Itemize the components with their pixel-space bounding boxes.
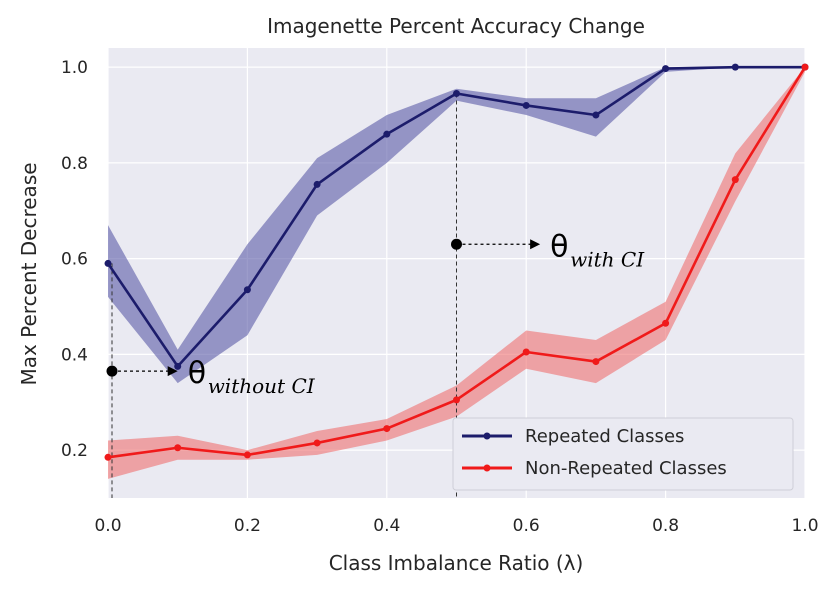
x-axis-ticks: 0.0 0.2 0.4 0.6 0.8 1.0: [94, 516, 818, 536]
chart-title: Imagenette Percent Accuracy Change: [267, 14, 645, 38]
arrow-head-with-ci: [530, 239, 541, 250]
y-axis-ticks: 0.2 0.4 0.6 0.8 1.0: [61, 58, 88, 461]
data-point-non-repeated: [453, 396, 460, 404]
y-tick-label: 0.2: [61, 441, 88, 461]
data-point-non-repeated: [801, 63, 809, 71]
x-axis-label: Class Imbalance Ratio (λ): [329, 551, 584, 575]
legend-marker-non-repeated: [483, 464, 491, 472]
data-point-non-repeated: [174, 444, 182, 452]
y-tick-label: 0.8: [61, 154, 88, 174]
data-point-repeated: [453, 89, 460, 97]
legend-label-non-repeated: Non-Repeated Classes: [525, 458, 727, 479]
data-point-repeated: [174, 362, 182, 370]
theta-annotations: θ without CIθ with CI: [106, 229, 645, 398]
ci-band-repeated: [108, 67, 805, 384]
legend: Repeated Classes Non-Repeated Classes: [452, 417, 794, 491]
y-tick-label: 0.6: [61, 250, 88, 270]
x-tick-label: 0.2: [234, 516, 261, 536]
anchor-dot-with-ci: [451, 238, 462, 250]
data-point-non-repeated: [662, 319, 670, 327]
data-point-non-repeated: [313, 439, 321, 447]
x-tick-label: 0.8: [652, 516, 679, 536]
data-point-non-repeated: [243, 451, 251, 459]
data-point-non-repeated: [104, 453, 112, 461]
data-point-repeated: [243, 286, 251, 294]
y-axis-label: Max Percent Decrease: [17, 162, 41, 385]
x-tick-label: 1.0: [791, 516, 818, 536]
data-point-repeated: [522, 101, 530, 109]
data-point-non-repeated: [592, 358, 600, 366]
data-point-repeated: [731, 63, 739, 71]
data-point-non-repeated: [522, 348, 530, 356]
arrow-head-without-ci: [167, 366, 178, 377]
theta-symbol-with-ci: θ: [550, 229, 568, 264]
data-point-repeated: [383, 130, 391, 138]
data-point-non-repeated: [383, 425, 391, 433]
y-tick-label: 0.4: [61, 345, 88, 365]
data-point-repeated: [104, 259, 112, 267]
data-point-repeated: [592, 111, 600, 119]
theta-subscript-without-ci: without CI: [208, 374, 316, 398]
theta-symbol-without-ci: θ: [188, 356, 206, 391]
legend-label-repeated: Repeated Classes: [525, 426, 684, 447]
legend-box: [452, 417, 794, 491]
y-tick-label: 1.0: [61, 58, 88, 78]
series-markers: [104, 63, 809, 461]
legend-marker-repeated: [483, 432, 491, 440]
theta-subscript-with-ci: with CI: [570, 247, 645, 271]
data-point-non-repeated: [731, 176, 739, 184]
x-tick-label: 0.0: [94, 516, 121, 536]
x-tick-label: 0.6: [513, 516, 540, 536]
x-tick-label: 0.4: [373, 516, 400, 536]
data-point-repeated: [662, 65, 670, 73]
anchor-dot-without-ci: [106, 365, 118, 377]
data-point-repeated: [313, 180, 321, 188]
